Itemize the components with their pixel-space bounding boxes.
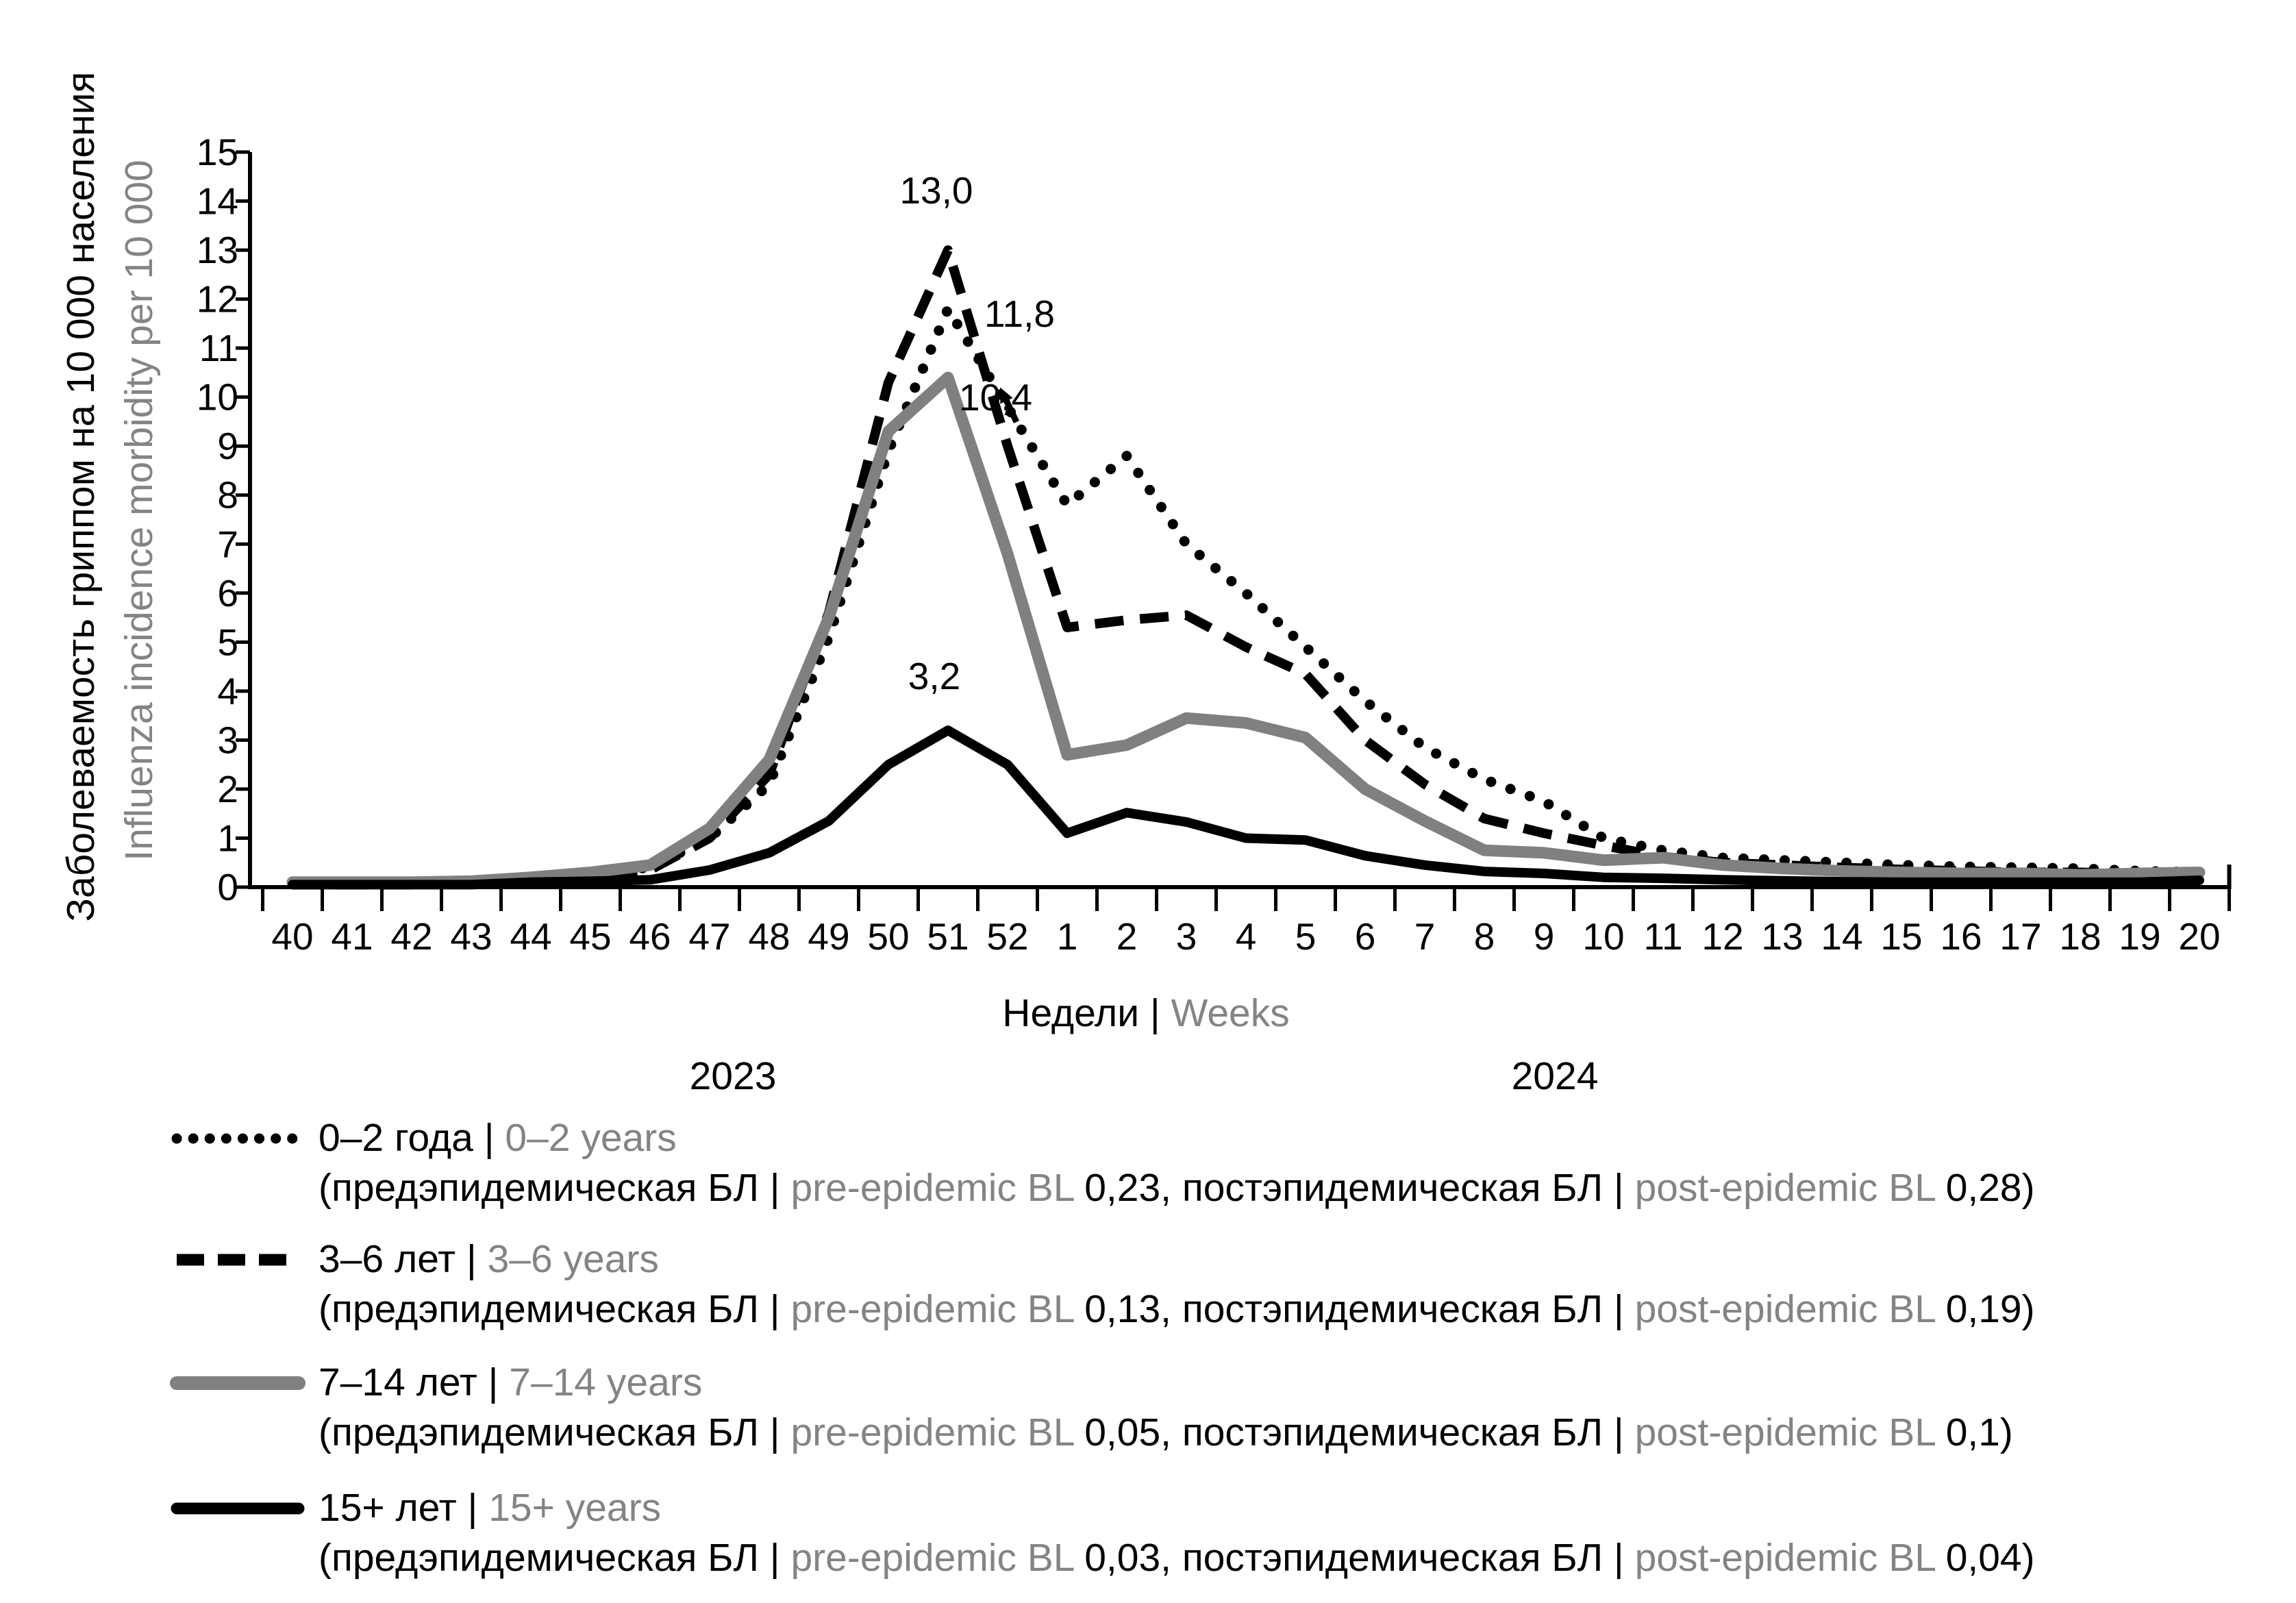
legend-item-baselines: (предэпидемическая БЛ | pre-epidemic BL … [319,1411,2013,1454]
y-axis-tick-label: 7 [217,523,238,565]
x-axis-tick-label: 52 [986,915,1028,958]
x-axis-tick-label: 2 [1116,915,1138,958]
x-axis-tick-label: 10 [1582,915,1624,958]
y-axis-tick-label: 1 [217,817,238,859]
x-axis-tick-label: 4 [1236,915,1257,958]
y-axis-tick-label: 0 [217,866,238,908]
data-label: 13,0 [899,169,973,212]
x-axis-tick-label: 45 [569,915,611,958]
x-axis-tick-label: 15 [1880,915,1922,958]
series-line-3 [286,371,2206,889]
axis-lines [248,152,2232,889]
x-axis-tick-label: 42 [390,915,432,958]
y-axis-tick-label: 15 [197,131,238,173]
x-axis-tick-label: 5 [1295,915,1317,958]
x-axis-tick-label: 41 [331,915,373,958]
x-axis-tick-label: 43 [450,915,492,958]
data-label: 3,2 [908,655,960,697]
data-label: 11,8 [984,293,1055,335]
x-axis-tick-label: 16 [1940,915,1982,958]
x-axis-tick-label: 7 [1414,915,1436,958]
legend-item-name: 3–6 лет | 3–6 years [319,1237,659,1281]
x-axis-tick-label: 49 [808,915,849,958]
legend-item-baselines: (предэпидемическая БЛ | pre-epidemic BL … [319,1287,2035,1331]
y-axis-title-ru: Заболеваемость гриппом на 10 000 населен… [59,72,103,922]
legend-item-name: 7–14 лет | 7–14 years [319,1360,702,1404]
series-line-4 [288,725,2204,890]
year-label-2024: 2024 [1512,1054,1599,1098]
x-axis-tick-label: 51 [927,915,969,958]
y-axis-tick-label: 11 [199,327,238,369]
y-axis-tick-label: 9 [217,425,238,467]
x-axis-tick-label: 3 [1176,915,1197,958]
x-axis-tick-label: 14 [1821,915,1862,958]
x-axis-tick-label: 18 [2059,915,2101,958]
y-axis-tick-label: 2 [217,768,238,810]
legend-item-baselines: (предэпидемическая БЛ | pre-epidemic BL … [319,1536,2035,1580]
data-label-arrow-shaft [1003,398,1020,423]
x-axis-tick-label: 13 [1761,915,1803,958]
y-axis-tick-label: 3 [217,719,238,761]
x-axis-title: Недели | Weeks [1002,991,1289,1035]
x-axis-tick-label: 44 [510,915,551,958]
series-line-1 [287,303,2205,889]
y-axis-tick-label: 13 [197,229,238,271]
data-label-arrow-head [1000,387,1013,404]
x-axis-tick-label: 20 [2178,915,2220,958]
x-axis-tick-label: 47 [688,915,730,958]
y-axis-tick-label: 4 [217,670,238,712]
year-label-2023: 2023 [690,1054,777,1098]
y-axis-tick-label: 8 [217,474,238,517]
x-axis-tick-label: 1 [1057,915,1078,958]
x-axis-tick-label: 19 [2119,915,2160,958]
y-axis-tick-label: 12 [197,278,238,321]
y-axis-title-en: Influenza incidence morbidity per 10 000 [117,160,161,860]
x-axis-tick-label: 9 [1534,915,1555,958]
x-axis-tick-label: 50 [867,915,909,958]
x-axis-tick-label: 17 [1999,915,2041,958]
y-axis-tick-label: 10 [197,376,238,419]
x-axis-tick-label: 48 [748,915,790,958]
y-axis-tick-label: 14 [197,180,238,223]
x-axis-tick-label: 6 [1355,915,1376,958]
x-axis-tick-label: 8 [1474,915,1495,958]
legend-item-name: 0–2 года | 0–2 years [319,1116,677,1160]
x-axis-tick-label: 46 [629,915,671,958]
x-axis-tick-label: 11 [1643,915,1682,958]
legend-item-name: 15+ лет | 15+ years [319,1486,661,1530]
x-axis-tick-label: 12 [1701,915,1743,958]
y-axis-tick-label: 5 [217,621,238,663]
data-label: 10,4 [959,376,1032,419]
legend-item-baselines: (предэпидемическая БЛ | pre-epidemic BL … [319,1166,2035,1210]
x-axis-tick-label: 40 [271,915,313,958]
y-axis-tick-label: 6 [217,572,238,614]
